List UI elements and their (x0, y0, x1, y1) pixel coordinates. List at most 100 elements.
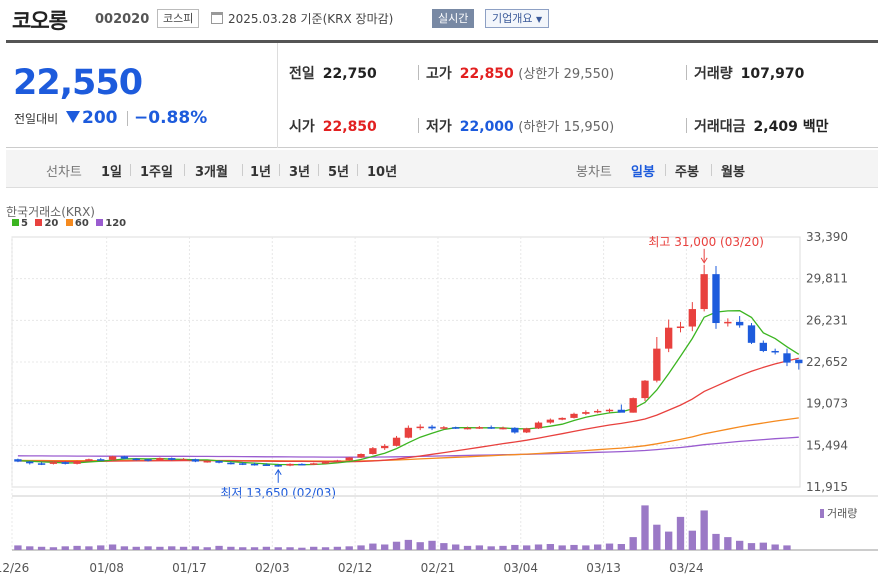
x-tick-label: 02/21 (421, 561, 456, 575)
candle-body (475, 427, 484, 429)
candle-body (570, 413, 578, 418)
candle-daily[interactable]: 일봉 (631, 165, 655, 180)
legend-swatch-ma5 (12, 219, 19, 226)
candle-body (168, 458, 176, 460)
open-price: 시가 22,850 (289, 119, 377, 135)
candle-body (712, 274, 720, 324)
candle-body (546, 419, 555, 423)
candle-body (795, 359, 803, 364)
volume-bar (558, 545, 566, 550)
volume-bar (629, 537, 637, 550)
volume-bar (452, 544, 460, 550)
candle-body (783, 353, 791, 363)
ma120-line (17, 436, 799, 458)
candle-body (120, 456, 129, 459)
candle-body (463, 427, 472, 430)
candle-body (144, 459, 152, 461)
trade-amount: 거래대금 2,409 백만 (694, 119, 829, 135)
x-tick-label: 01/17 (172, 561, 207, 575)
candle-body (605, 409, 614, 412)
volume-bar (97, 545, 105, 550)
candle-body (759, 342, 767, 351)
candle-body (381, 445, 389, 449)
legend-swatch-ma120 (96, 219, 104, 226)
volume-bar (570, 544, 578, 550)
period-1d[interactable]: 1일 (101, 165, 123, 180)
volume-bar (546, 544, 555, 550)
candle-body (641, 380, 649, 399)
candle-body (428, 426, 436, 429)
candle-body (771, 350, 779, 353)
low-arrow-head (274, 468, 282, 476)
candle-body (156, 458, 164, 461)
candle-body (73, 460, 81, 464)
volume-bar (345, 546, 353, 550)
volume-bar (333, 546, 342, 550)
stock-name: 코오롱 (12, 9, 68, 33)
period-5y[interactable]: 5년 (328, 165, 350, 180)
period-1y[interactable]: 1년 (250, 165, 272, 180)
candle-body (558, 417, 566, 420)
x-tick-label: 01/08 (89, 561, 124, 575)
volume-bar (676, 516, 685, 550)
candle-body (629, 398, 637, 413)
candle-body (582, 412, 590, 414)
candle-body (203, 460, 211, 463)
candle-body (227, 462, 235, 465)
low-price: 저가 22,000 (하한가 15,950) (426, 119, 615, 135)
candle-chart-label: 봉차트 (576, 165, 612, 180)
legend-ma20: 20 (44, 218, 59, 229)
compare-label: 전일대비 (14, 112, 59, 126)
candle-body (440, 427, 448, 429)
legend-swatch-ma20 (35, 219, 43, 226)
volume-bar (724, 537, 732, 550)
price-chart[interactable]: 33,390 29,811 26,231 22,652 19,073 15,494 11,9… (0, 228, 878, 577)
candle-body (487, 427, 495, 429)
down-triangle-icon (66, 111, 80, 123)
candle-body (676, 326, 685, 329)
candle-body (688, 309, 696, 327)
exchange-label: 한국거래소(KRX) (6, 205, 95, 219)
candle-body (594, 410, 602, 413)
period-3m[interactable]: 3개월 (195, 165, 228, 180)
volume-bar (132, 546, 140, 550)
volume-bar (712, 533, 720, 550)
period-1w[interactable]: 1주일 (140, 165, 173, 180)
period-10y[interactable]: 10년 (367, 165, 398, 180)
candle-monthly[interactable]: 월봉 (721, 165, 745, 180)
y-tick-label: 15,494 (806, 438, 848, 452)
volume-bar (286, 547, 294, 550)
volume-bar (250, 547, 259, 550)
volume-bar (404, 539, 413, 550)
candle-body (617, 409, 626, 413)
ma-legend: 5 20 60 120 (6, 218, 126, 229)
line-chart-label: 선차트 (46, 165, 82, 180)
realtime-button[interactable]: 실시간 (432, 9, 475, 28)
volume-bar (664, 531, 673, 550)
candle-body (61, 462, 69, 464)
candle-body (262, 464, 271, 466)
volume-bar (381, 544, 389, 550)
volume-bar (534, 544, 543, 550)
base-date: 2025.03.28 기준(KRX 장마감) (228, 12, 394, 26)
candle-body (49, 462, 58, 464)
volume-bar (759, 542, 767, 550)
volume-bar (310, 546, 318, 550)
header: 코오롱 002020 코스피 2025.03.28 기준(KRX 장마감) 실시… (0, 0, 878, 40)
volume-bar (108, 544, 117, 550)
dropdown-arrow-icon: ▼ (535, 15, 543, 24)
volume: 거래량 107,970 (694, 66, 805, 82)
x-tick-label: 03/13 (586, 561, 621, 575)
volume-bar (783, 545, 791, 550)
stock-code: 002020 (95, 12, 150, 27)
company-overview-button[interactable]: 기업개요 ▼ (485, 9, 550, 28)
candle-body (499, 427, 507, 430)
period-3y[interactable]: 3년 (289, 165, 311, 180)
calendar-icon (211, 12, 223, 24)
candle-body (108, 456, 117, 460)
volume-legend-swatch (820, 509, 824, 518)
volume-bar (73, 545, 81, 550)
candle-weekly[interactable]: 주봉 (675, 165, 699, 180)
volume-bar (321, 547, 330, 550)
low-annotation: 최저 13,650 (02/03) (220, 486, 336, 500)
